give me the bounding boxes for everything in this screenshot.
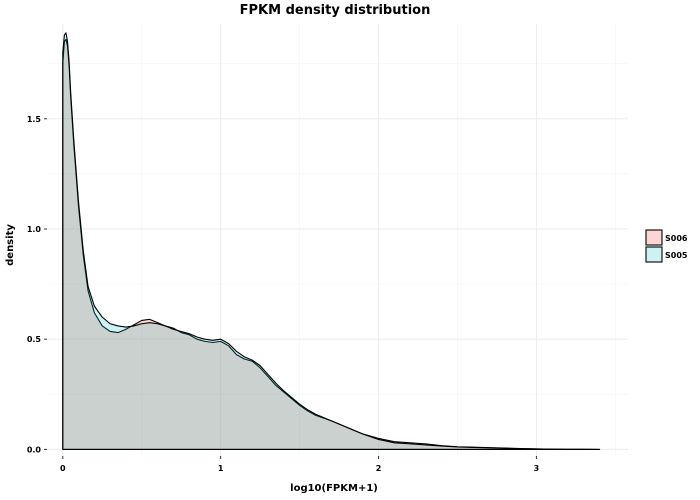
- density-area-s005: [62, 32, 601, 450]
- chart-title: FPKM density distribution: [240, 3, 431, 18]
- legend-key-background: [646, 247, 662, 262]
- legend-label-s006: S006: [665, 234, 688, 243]
- x-axis: 0 1 2 3: [60, 456, 539, 473]
- y-tick-label: 0.0: [27, 445, 42, 454]
- y-axis-label: density: [5, 224, 16, 266]
- legend-key-s005: [645, 246, 663, 263]
- legend-label-s005: S005: [665, 251, 688, 260]
- y-tick-label: 1.0: [27, 225, 42, 234]
- series-layer: [62, 32, 601, 450]
- x-axis-label: log10(FPKM+1): [290, 483, 378, 494]
- y-tick-label: 1.5: [27, 115, 42, 124]
- legend: S006 S005: [645, 229, 688, 263]
- legend-key-s006: [645, 229, 663, 246]
- legend-key-background: [646, 230, 662, 245]
- y-axis: 0.0 0.5 1.0 1.5: [27, 115, 47, 454]
- x-tick-label: 3: [534, 464, 540, 473]
- x-tick-label: 0: [60, 464, 66, 473]
- y-tick-label: 0.5: [27, 335, 42, 344]
- x-tick-label: 1: [218, 464, 224, 473]
- x-tick-label: 2: [376, 464, 382, 473]
